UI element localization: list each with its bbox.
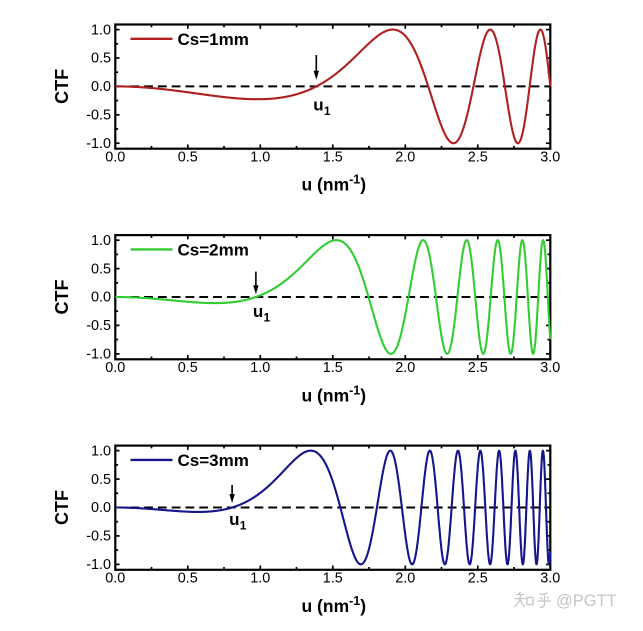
svg-text:0.0: 0.0: [105, 150, 125, 166]
svg-text:1.0: 1.0: [250, 571, 270, 587]
svg-text:3.0: 3.0: [540, 360, 560, 376]
svg-text:3.0: 3.0: [540, 571, 560, 587]
svg-text:1.0: 1.0: [250, 360, 270, 376]
svg-text:0.5: 0.5: [178, 571, 198, 587]
svg-text:0.5: 0.5: [91, 261, 111, 277]
svg-text:1: 1: [240, 519, 247, 533]
svg-text:CTF: CTF: [52, 490, 72, 525]
svg-text:-0.5: -0.5: [86, 108, 111, 124]
svg-text:2.0: 2.0: [395, 150, 415, 166]
svg-text:1.5: 1.5: [323, 571, 343, 587]
svg-text:Cs=3mm: Cs=3mm: [178, 451, 249, 470]
svg-text:1: 1: [264, 310, 271, 324]
svg-text:2.0: 2.0: [395, 360, 415, 376]
svg-text:0.5: 0.5: [178, 150, 198, 166]
svg-text:1.0: 1.0: [91, 233, 111, 249]
svg-text:0.5: 0.5: [178, 360, 198, 376]
svg-text:1.0: 1.0: [91, 443, 111, 459]
svg-text:CTF: CTF: [52, 280, 72, 315]
svg-text:0.0: 0.0: [91, 79, 111, 95]
svg-text:0.0: 0.0: [91, 500, 111, 516]
svg-text:3.0: 3.0: [540, 150, 560, 166]
svg-text:2.5: 2.5: [468, 571, 488, 587]
svg-text:Cs=2mm: Cs=2mm: [178, 241, 249, 260]
svg-text:1.5: 1.5: [323, 360, 343, 376]
svg-text:CTF: CTF: [52, 69, 72, 104]
svg-text:0.0: 0.0: [91, 290, 111, 306]
svg-text:0.0: 0.0: [105, 571, 125, 587]
svg-text:1: 1: [324, 104, 331, 118]
svg-text:-1.0: -1.0: [86, 557, 111, 573]
svg-text:2.0: 2.0: [395, 571, 415, 587]
svg-text:-1.0: -1.0: [86, 136, 111, 152]
svg-text:-1.0: -1.0: [86, 347, 111, 363]
svg-text:Cs=1mm: Cs=1mm: [178, 30, 249, 49]
svg-text:0.5: 0.5: [91, 51, 111, 67]
svg-text:0.0: 0.0: [105, 360, 125, 376]
svg-text:u: u: [229, 510, 239, 529]
svg-text:1.0: 1.0: [250, 150, 270, 166]
svg-text:-0.5: -0.5: [86, 529, 111, 545]
svg-text:2.5: 2.5: [468, 360, 488, 376]
svg-text:u: u: [313, 95, 323, 114]
svg-text:1.0: 1.0: [91, 22, 111, 38]
svg-text:u: u: [253, 302, 263, 321]
svg-text:1.5: 1.5: [323, 150, 343, 166]
svg-text:@PGTT: @PGTT: [556, 592, 617, 610]
svg-text:-0.5: -0.5: [86, 318, 111, 334]
svg-text:0.5: 0.5: [91, 472, 111, 488]
svg-text:2.5: 2.5: [468, 150, 488, 166]
